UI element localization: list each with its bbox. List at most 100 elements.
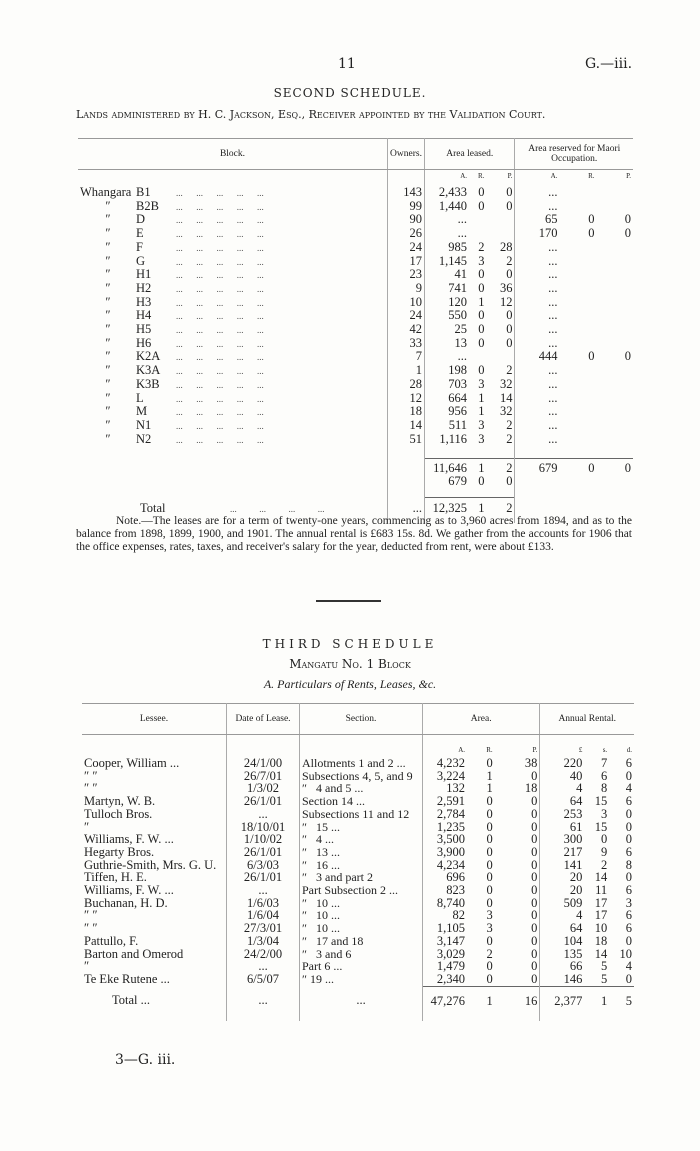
reserved-a: 65	[514, 213, 560, 228]
table-row: ″ N2 ... ... ... ... ... 51 1,116 3 2...	[78, 431, 633, 447]
leader-dots: ... ... ... ... ...	[176, 338, 264, 349]
spacer	[387, 458, 425, 475]
rental-a: 64	[539, 795, 585, 808]
reserved-r: 0	[588, 349, 595, 364]
leased-a: 1,116	[424, 432, 469, 447]
total-row: Total ... ... ... ...... 12,325 1 2	[78, 497, 633, 524]
area-r: 3	[486, 908, 493, 923]
leased-a: 25	[424, 323, 469, 337]
reserved-a: ...	[514, 309, 560, 324]
leased-a: 120	[424, 295, 469, 310]
block-cell: ″ H6 ... ... ... ... ...	[78, 337, 388, 351]
rental-a: 135	[539, 947, 585, 961]
area-a: 1,235	[422, 820, 467, 834]
date-of-lease: 27/3/01	[226, 922, 300, 935]
header-area-leased: Area leased.	[423, 138, 515, 170]
date-of-lease: 1/3/04	[226, 935, 300, 948]
block-prefix: ″	[105, 390, 111, 405]
total-section: ...	[299, 986, 423, 1021]
unit-p: P.	[626, 172, 631, 180]
area-p: 0	[531, 933, 538, 948]
area-a: 8,740	[422, 897, 467, 910]
block-prefix: ″	[105, 363, 111, 378]
area-a: 4,232	[422, 757, 467, 770]
date-of-lease: 24/2/00	[226, 947, 300, 961]
area-r: 0	[486, 971, 493, 986]
date-of-lease: ...	[226, 960, 300, 973]
area-p: 0	[531, 959, 538, 974]
leased-p: 0	[506, 267, 513, 282]
total-area-a: 47,276	[422, 985, 467, 1021]
reserved-r: 0	[588, 212, 595, 227]
lessee: Williams, F. W. ...	[84, 832, 174, 847]
block-prefix: ″	[105, 280, 111, 295]
rental-p: 6	[625, 794, 632, 809]
lessee: ″	[84, 959, 90, 974]
date-of-lease: 1/3/02	[226, 782, 300, 796]
block-prefix: ″	[105, 376, 111, 391]
section: Part 6 ...	[299, 960, 423, 973]
lessee: Tiffen, H. E.	[84, 870, 147, 885]
subtotal-reserved-p: 0	[596, 457, 633, 475]
table-row: ″ H1 ... ... ... ... ... 23 41 0 0...	[78, 268, 633, 282]
area-p: 0	[531, 806, 538, 821]
subtotal-leased-p: 2	[486, 457, 515, 475]
leased-p: 28	[499, 239, 513, 254]
reserved-a: ...	[514, 241, 560, 255]
unit-p: P.	[507, 172, 513, 180]
area-a: 3,900	[422, 846, 467, 859]
reserved-p	[597, 309, 633, 323]
reserved-p: 0	[624, 349, 631, 364]
date-of-lease: 1/10/02	[226, 833, 300, 846]
third-schedule-title: THIRD SCHEDULE	[262, 637, 438, 651]
rental-unit-a: £	[539, 734, 585, 757]
owners: 90	[387, 213, 425, 228]
date-of-lease: 26/7/01	[226, 769, 300, 783]
block-prefix: ″	[105, 404, 111, 419]
leased-a: 741	[424, 282, 469, 296]
leased-a: ...	[424, 350, 469, 365]
total-p: 2	[486, 497, 515, 524]
owners: 9	[387, 282, 425, 296]
reserved-r	[559, 378, 596, 392]
spacer	[597, 475, 633, 498]
rental-r: 14	[594, 946, 608, 961]
area-p: 0	[531, 768, 538, 783]
owners: 17	[387, 254, 425, 269]
block-cell: ″ G ... ... ... ... ...	[78, 254, 388, 269]
table-row: Te Eke Rutene ... 6/5/07 ″ 19 ... 2,340 0 0 14…	[82, 971, 634, 987]
table-row: ″... Part 6 ... 1,479 0 0 66 5 4	[82, 960, 634, 973]
reserved-p	[597, 337, 633, 351]
section: ″ 3 and part 2	[299, 871, 423, 885]
block-cell: ″ K3A ... ... ... ... ...	[78, 364, 388, 378]
rental-a: 220	[539, 757, 585, 770]
spacer	[486, 446, 515, 458]
table-row: ″ ″ 1/6/04 ″ 10 ... 82 3 0 4 17 6	[82, 908, 634, 923]
second-schedule-table: Block. Owners. Area leased. Area reserve…	[78, 138, 633, 524]
total-row: Total ......... 47,276 1 16 2,377 1 5	[82, 985, 634, 1021]
rental-p: 3	[625, 895, 632, 910]
lessee: Martyn, W. B.	[84, 794, 156, 809]
area-p: 0	[531, 946, 538, 961]
leased-p: 32	[499, 404, 513, 419]
area-unit-r: R.	[486, 746, 493, 755]
reserved-p	[597, 200, 633, 214]
area-p: 18	[524, 781, 538, 796]
area-a: 3,224	[422, 769, 467, 783]
leased-p: 36	[499, 280, 513, 295]
spacer	[299, 734, 423, 757]
table-row: ″ K2A ... ... ... ... ... 7... 444 0 0	[78, 349, 633, 365]
total-owners: ...	[387, 497, 425, 524]
leased-p: 2	[506, 431, 513, 446]
lessee: ″ ″	[84, 921, 98, 936]
rental-a: 4	[539, 782, 585, 796]
reserved-a: ...	[514, 254, 560, 269]
leader-dots: ... ... ... ... ...	[176, 283, 264, 294]
leased-r: 0	[478, 267, 485, 282]
rental-a: 4	[539, 909, 585, 923]
block-name: H3	[136, 294, 152, 309]
area-unit-a: A.	[422, 734, 467, 757]
date-of-lease: 24/1/00	[226, 757, 300, 770]
leased-p: 0	[506, 308, 513, 323]
area-r: 3	[486, 921, 493, 936]
